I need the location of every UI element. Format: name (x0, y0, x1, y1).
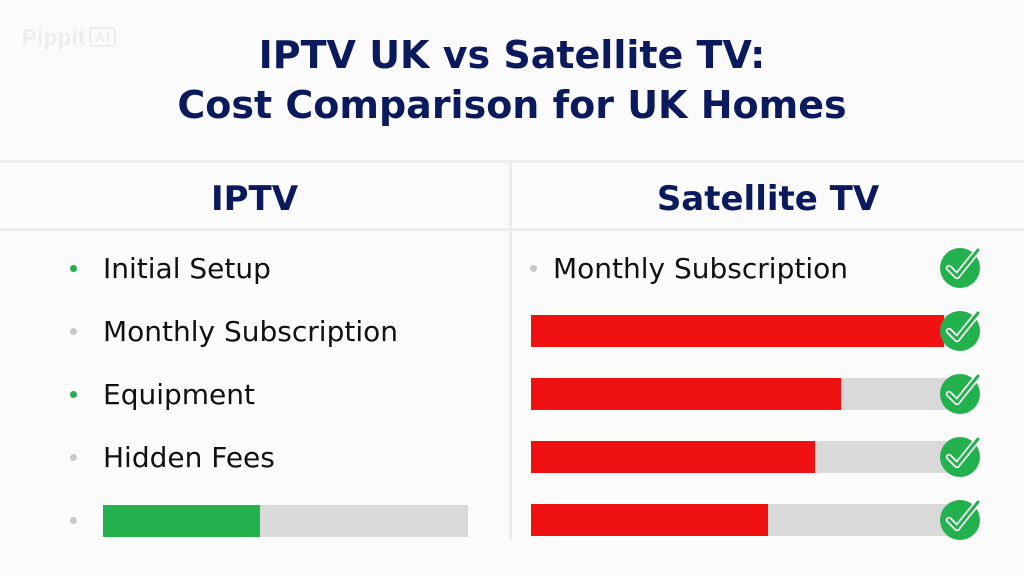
iptv-bar-track (103, 505, 468, 537)
iptv-column-header: IPTV (210, 179, 299, 219)
satellite-bar-track-4 (531, 504, 961, 536)
iptv-bullet-4 (70, 516, 77, 524)
iptv-item-label: Initial Setup (103, 251, 271, 285)
satellite-bar-2 (531, 378, 841, 410)
satellite-item-monthly-subscription: Monthly Subscription (530, 248, 848, 288)
satellite-bar-track-3 (531, 441, 961, 473)
iptv-bullet-1 (70, 327, 77, 335)
check-icon (940, 309, 982, 351)
title-line-1: IPTV UK vs Satellite TV: (258, 33, 766, 77)
satellite-bar-track-2 (531, 378, 961, 410)
iptv-item-label: Equipment (103, 377, 255, 411)
iptv-item-monthly-subscription: Monthly Subscription (70, 311, 398, 351)
column-divider (509, 160, 512, 540)
header-divider (0, 228, 1024, 231)
iptv-item-label: Monthly Subscription (103, 314, 398, 348)
check-icon (940, 246, 982, 288)
satellite-bar-3 (531, 441, 815, 473)
comparison-table: IPTV Satellite TV Initial Setup Monthly … (0, 160, 1024, 550)
iptv-bar (103, 505, 260, 537)
check-icon (940, 435, 982, 477)
iptv-item-equipment: Equipment (70, 374, 255, 414)
satellite-bar-1 (531, 315, 944, 347)
satellite-bar-track-1 (531, 315, 961, 347)
page-title: IPTV UK vs Satellite TV: Cost Comparison… (0, 30, 1024, 130)
iptv-bullet-2 (70, 390, 77, 398)
watermark-brand: Pippit (22, 25, 87, 50)
satellite-bullet-0 (530, 264, 537, 272)
satellite-bar-4 (531, 504, 768, 536)
title-line-2: Cost Comparison for UK Homes (177, 83, 847, 127)
iptv-bullet-0 (70, 264, 77, 272)
satellite-column-header: Satellite TV (656, 179, 880, 219)
check-icon (940, 498, 982, 540)
watermark-logo: Pippit AI (22, 25, 117, 51)
iptv-item-label: Hidden Fees (103, 440, 275, 474)
table-top-divider (0, 160, 1024, 163)
satellite-item-label: Monthly Subscription (553, 251, 848, 285)
iptv-bar-row (70, 500, 103, 540)
iptv-bullet-3 (70, 453, 77, 461)
check-icon (940, 372, 982, 414)
watermark-badge: AI (89, 27, 117, 47)
iptv-item-initial-setup: Initial Setup (70, 248, 271, 288)
iptv-item-hidden-fees: Hidden Fees (70, 437, 275, 477)
